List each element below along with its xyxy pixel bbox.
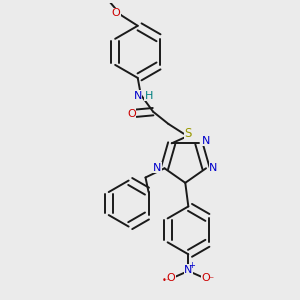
Text: N: N <box>209 163 218 173</box>
Text: H: H <box>145 91 153 101</box>
Text: O: O <box>201 273 210 283</box>
Text: N: N <box>134 91 142 101</box>
Text: O: O <box>127 109 136 118</box>
Text: O: O <box>167 273 176 283</box>
Text: O: O <box>112 8 120 18</box>
Text: +: + <box>189 261 196 270</box>
Text: N: N <box>184 265 193 275</box>
Text: N: N <box>153 163 161 173</box>
Text: ⁻: ⁻ <box>208 275 213 285</box>
Text: S: S <box>184 127 192 140</box>
Text: N: N <box>201 136 210 146</box>
Text: •⁻: •⁻ <box>162 276 171 285</box>
